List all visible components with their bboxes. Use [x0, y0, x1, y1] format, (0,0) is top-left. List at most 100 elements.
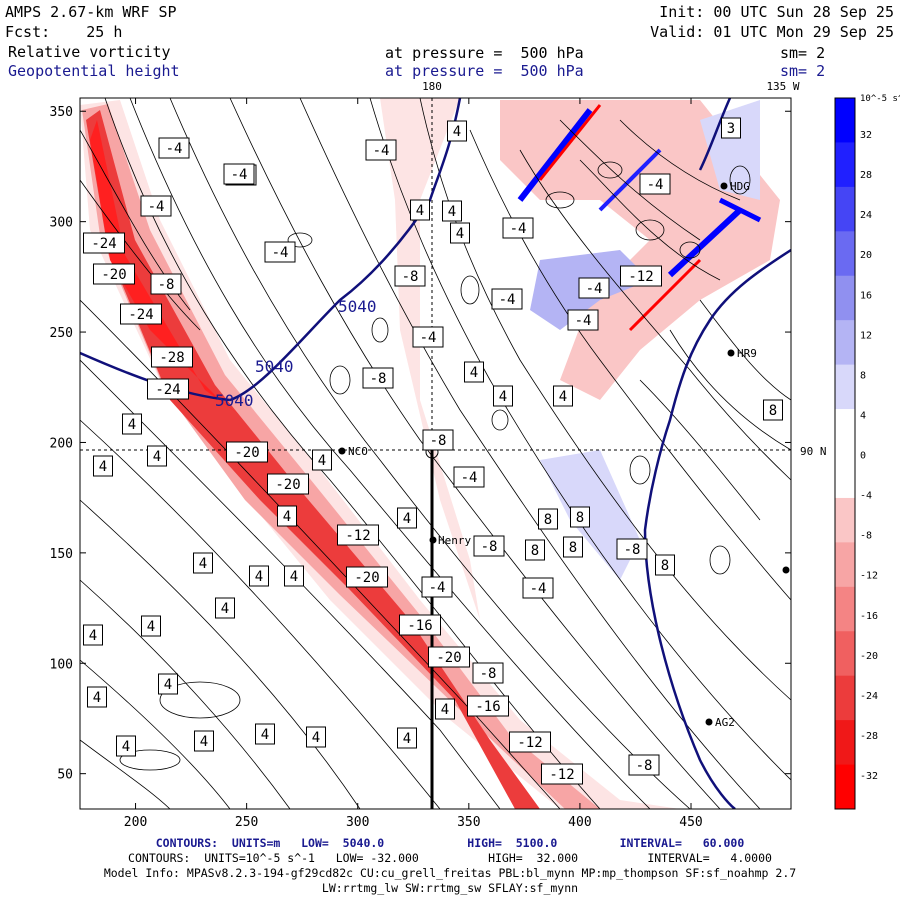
vorticity-label-31: 4	[464, 361, 484, 383]
vorticity-label-text-6: -20	[275, 477, 300, 493]
vorticity-label-box-37	[312, 449, 332, 471]
vorticity-label-40: 4	[193, 552, 213, 574]
vorticity-label-text-59: 4	[221, 601, 229, 617]
vorticity-label-box-29	[450, 222, 470, 244]
colorbar-tick-4: 16	[860, 290, 872, 301]
vorticity-label-15: -8	[150, 273, 182, 295]
height-label-3: 5040	[215, 391, 254, 410]
vorticity-label-box-66	[116, 735, 136, 757]
vorticity-label-62: 4	[141, 615, 161, 637]
vorticity-label-52: -4	[567, 309, 599, 331]
vorticity-label-8: -20	[346, 566, 388, 588]
vorticity-label-text-70: 4	[403, 731, 411, 747]
footer-vorticity-contours: CONTOURS: UNITS=10^-5 s^-1 LOW= -32.000 …	[128, 851, 772, 865]
colorbar-frame	[834, 97, 856, 810]
vorticity-label-text-10: -20	[436, 650, 461, 666]
station-hr9-marker	[727, 349, 735, 357]
vorticity-label-text-39: 4	[283, 509, 291, 525]
vorticity-label-70: 4	[397, 727, 417, 749]
vorticity-label-box-39	[277, 505, 297, 527]
colorbar-tick-6: 8	[860, 370, 866, 381]
station-hdg-marker	[720, 182, 728, 190]
vorticity-label-4: -24	[147, 378, 189, 400]
vorticity-label-0: -24	[83, 232, 125, 254]
vorticity-label-text-21: -4	[148, 199, 165, 215]
vorticity-label-42: 8	[570, 506, 590, 528]
vorticity-label-box-19	[158, 137, 190, 159]
height-contour-5040-ne	[698, 98, 732, 171]
shaded-field	[80, 98, 791, 809]
vorticity-label-12: -12	[509, 731, 551, 753]
vorticity-label-text-3: -28	[159, 350, 184, 366]
vorticity-label-28: 4	[442, 200, 462, 222]
stations: NCO Henry HR9 HDG AG2	[338, 180, 790, 729]
vorticity-label-text-56: -8	[480, 666, 497, 682]
vorticity-label-41: 8	[538, 508, 558, 530]
vorticity-label-11: -16	[467, 695, 509, 717]
vorticity-label-box-15	[150, 273, 182, 295]
vorticity-label-6: -20	[267, 473, 309, 495]
vorticity-label-text-8: -20	[354, 570, 379, 586]
vorticity-label-text-55: -8	[624, 542, 641, 558]
vorticity-label-text-29: 4	[456, 226, 464, 242]
colorbar-tick-12: -16	[860, 611, 878, 622]
vorticity-label-box-50	[620, 265, 662, 287]
x-axis-ticks: 200 250 300 350 400 450	[124, 98, 703, 830]
vorticity-label-text-19: -4	[166, 141, 183, 157]
vorticity-label-text-37: 4	[318, 453, 326, 469]
vorticity-label-text-12: -12	[517, 735, 542, 751]
station-hr9-label: HR9	[737, 347, 757, 360]
vorticity-label-34: 4	[122, 413, 142, 435]
vorticity-label-text-61: 4	[255, 569, 263, 585]
vorticity-label-box-48	[473, 535, 505, 557]
vorticity-label-text-43: 8	[531, 543, 539, 559]
vorticity-streak-2	[538, 104, 602, 181]
vorticity-label-text-64: 4	[164, 677, 172, 693]
vorticity-label-61: 4	[249, 565, 269, 587]
plot-frame	[79, 97, 792, 810]
vorticity-label-box-42	[570, 506, 590, 528]
vorticity-label-text-31: 4	[470, 365, 478, 381]
colorbar-segment-14	[835, 720, 855, 766]
vorticity-label-24: -4	[453, 466, 485, 488]
vorticity-label-text-27: 4	[453, 124, 461, 140]
vorticity-label-box-43	[525, 539, 545, 561]
colorbar-segment-10	[835, 542, 855, 588]
vorticity-label-38: 4	[397, 507, 417, 529]
vorticity-label-box-64	[158, 673, 178, 695]
vorticity-positive-ne	[700, 100, 760, 200]
colorbar: 32 28 24 20 16 12 8 4 0 -4 -8 -12 -16 -20 -24 -28 -32	[834, 97, 878, 810]
vorticity-label-text-15: -8	[158, 277, 175, 293]
vorticity-label-60: 4	[284, 565, 304, 587]
vorticity-label-7: -12	[337, 524, 379, 546]
vorticity-label-text-45: 8	[661, 558, 669, 574]
vorticity-label-box-40	[193, 552, 213, 574]
vorticity-label-text-50: -12	[628, 269, 653, 285]
vorticity-label-box-55	[616, 538, 648, 560]
colorbar-segment-12	[835, 631, 855, 677]
vorticity-label-box-33	[553, 385, 573, 407]
vorticity-label-text-20: -4	[231, 167, 248, 183]
vorticity-label-text-44: 8	[569, 540, 577, 556]
vorticity-label-text-67: 4	[200, 734, 208, 750]
vorticity-label-68: 4	[255, 723, 275, 745]
height-label-2: 5040	[255, 357, 294, 376]
vorticity-label-text-69: 4	[312, 730, 320, 746]
y-axis-ticks: 50 100 150 200 250 300 350	[50, 105, 791, 783]
vorticity-label-text-33: 4	[559, 389, 567, 405]
colorbar-tick-11: -12	[860, 571, 878, 582]
vorticity-label-text-13: -12	[549, 767, 574, 783]
lon-180-label: 180	[422, 80, 442, 93]
vorticity-label-box-65	[87, 686, 107, 708]
colorbar-tick-16: -32	[860, 771, 878, 782]
vorticity-label-text-71: 4	[441, 702, 449, 718]
vorticity-label-text-57: -4	[429, 580, 446, 596]
vorticity-label-51: -4	[578, 277, 610, 299]
colorbar-segment-13	[835, 675, 855, 721]
vorticity-label-1: -20	[93, 263, 135, 285]
vorticity-label-18: -8	[362, 367, 394, 389]
vorticity-label-59: 4	[215, 597, 235, 619]
vorticity-streak-5	[598, 148, 662, 212]
vorticity-label-box-59	[215, 597, 235, 619]
vorticity-label-21: -4	[140, 195, 172, 217]
